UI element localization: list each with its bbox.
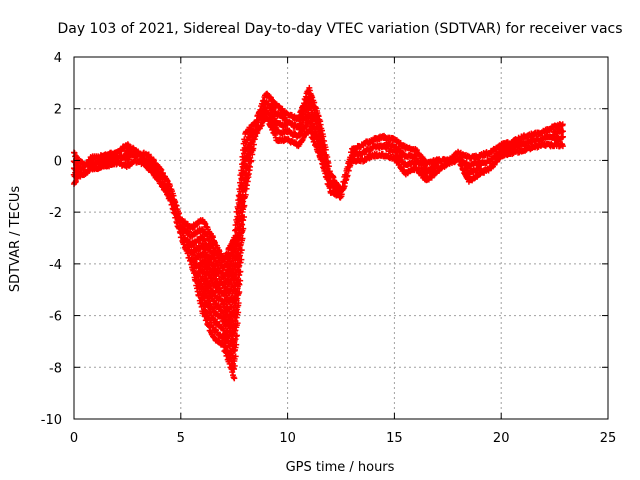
x-tick-label: 25 <box>600 431 617 446</box>
data-point <box>238 256 245 263</box>
x-tick-label: 15 <box>386 431 403 446</box>
data-point <box>254 130 261 137</box>
data-point <box>234 295 241 302</box>
data-point <box>233 341 240 348</box>
data-point <box>240 225 247 232</box>
chart-title: Day 103 of 2021, Sidereal Day-to-day VTE… <box>57 21 622 37</box>
data-point <box>239 235 246 242</box>
x-tick-label: 10 <box>279 431 296 446</box>
y-tick-label: -6 <box>49 310 62 325</box>
y-tick-label: 0 <box>54 154 62 169</box>
data-point <box>236 289 243 296</box>
data-point <box>243 182 250 189</box>
data-point <box>180 232 187 239</box>
data-point <box>233 332 240 339</box>
data-point <box>236 281 243 288</box>
x-tick-label: 20 <box>493 431 510 446</box>
data-point <box>241 214 248 221</box>
data-point <box>232 353 239 360</box>
y-tick-label: 2 <box>54 103 62 118</box>
x-tick-label: 0 <box>70 431 78 446</box>
data-point <box>157 165 164 172</box>
data-point <box>240 217 247 224</box>
data-point <box>237 268 244 275</box>
y-tick-label: -8 <box>49 361 62 376</box>
y-axis-label: SDTVAR / TECUs <box>8 186 23 293</box>
data-point <box>201 220 208 227</box>
data-point <box>209 234 216 241</box>
data-points-layer <box>70 84 566 382</box>
data-point <box>235 300 242 307</box>
y-tick-label: -2 <box>49 206 62 221</box>
data-point <box>247 163 254 170</box>
data-point <box>250 141 257 148</box>
data-point <box>175 210 182 217</box>
data-point <box>248 157 255 164</box>
data-point <box>231 362 238 369</box>
data-point <box>237 277 244 284</box>
data-point <box>145 151 152 158</box>
data-point <box>150 157 157 164</box>
x-axis-label: GPS time / hours <box>286 460 395 475</box>
data-point <box>242 191 249 198</box>
data-point <box>181 241 188 248</box>
y-tick-label: -10 <box>41 413 62 428</box>
data-point <box>232 336 239 343</box>
data-point <box>231 375 238 382</box>
x-tick-label: 5 <box>177 431 185 446</box>
data-point <box>166 182 173 189</box>
y-tick-label: -4 <box>49 258 62 273</box>
data-point <box>241 202 248 209</box>
data-point <box>235 309 242 316</box>
data-point <box>232 327 239 334</box>
data-point <box>245 170 252 177</box>
data-point <box>238 247 245 254</box>
data-point <box>172 199 179 206</box>
y-tick-label: 4 <box>54 51 62 66</box>
data-point <box>234 320 241 327</box>
